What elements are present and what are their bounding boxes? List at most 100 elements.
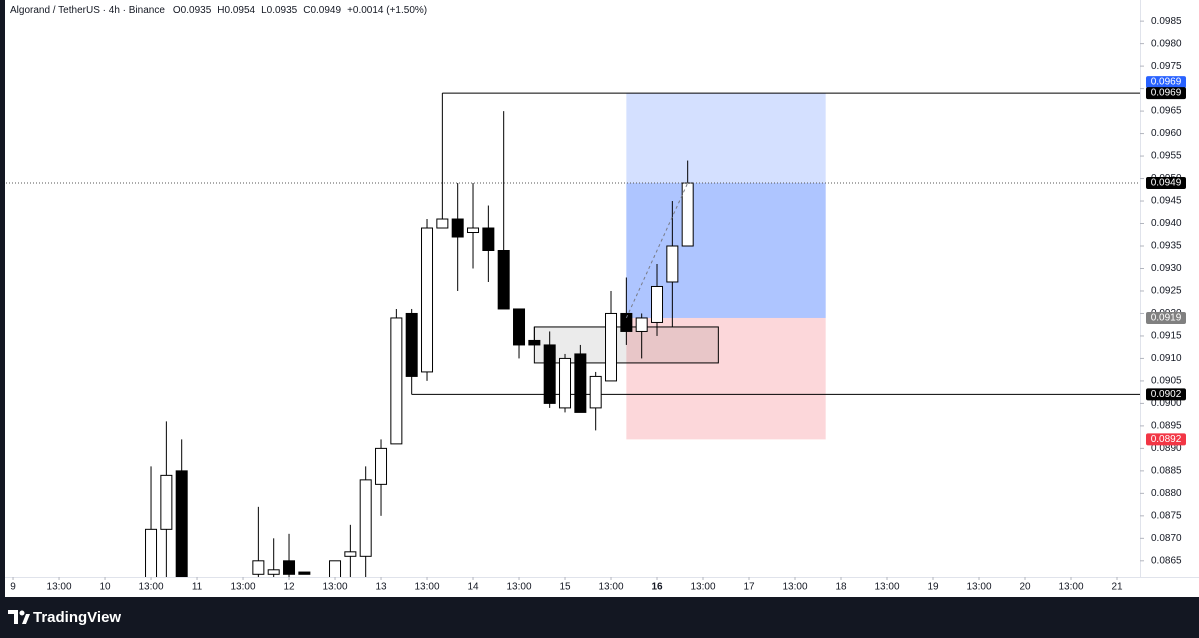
price-badge-label: 0.0969: [1151, 88, 1182, 99]
trade-line: [625, 182, 689, 319]
x-tick-label: 9: [10, 582, 16, 593]
header: Algorand / TetherUS · 4h · Binance O0.093…: [10, 5, 427, 16]
logo: [8, 610, 30, 624]
price-badge-label: 0.0949: [1151, 178, 1182, 189]
x-tick-label: 19: [927, 582, 939, 593]
x-tick-label: 13:00: [139, 582, 164, 593]
y-tick-label: 0.0870: [1151, 533, 1182, 544]
y-tick-label: 0.0910: [1151, 353, 1182, 364]
price-badge-label: 0.0892: [1151, 434, 1182, 445]
y-tick-label: 0.0930: [1151, 263, 1182, 274]
candle-body: [666, 245, 679, 283]
candle-body: [329, 560, 342, 577]
candle-body: [574, 353, 587, 413]
x-tick-label: 13:00: [47, 582, 72, 593]
price-badge: [1146, 311, 1186, 324]
candle-body: [528, 339, 541, 346]
x-tick-label: 12: [283, 582, 295, 593]
candle-body: [559, 357, 572, 409]
price-badge: [1146, 433, 1186, 446]
x-tick-label: 14: [467, 582, 479, 593]
x-tick-label: 21: [1111, 582, 1123, 593]
candle-body: [467, 227, 480, 234]
y-tick-label: 0.0935: [1151, 241, 1182, 252]
profit-zone: [626, 93, 826, 318]
candle-body: [298, 571, 311, 575]
y-tick-label: 0.0940: [1151, 218, 1182, 229]
y-tick-label: 0.0975: [1151, 61, 1182, 72]
candle-body: [635, 317, 648, 332]
candle-body: [252, 560, 265, 575]
candle-body: [390, 317, 403, 445]
candle-body: [482, 227, 495, 251]
y-tick-label: 0.0900: [1151, 398, 1182, 409]
candle-body: [359, 479, 372, 557]
symbol: Algorand / TetherUS · 4h · Binance: [10, 5, 165, 16]
candle-body: [344, 551, 357, 557]
x-tick-label: 13: [375, 582, 387, 593]
candle-body: [620, 312, 633, 332]
x-tick-label: 13:00: [966, 582, 991, 593]
candle-body: [175, 470, 188, 577]
x-tick-label: 13:00: [690, 582, 715, 593]
y-tick-label: 0.0945: [1151, 196, 1182, 207]
brand[interactable]: TradingView: [33, 609, 121, 626]
candle-body: [589, 375, 602, 409]
y-tick-label: 0.0985: [1151, 16, 1182, 27]
y-tick-label: 0.0865: [1151, 555, 1182, 566]
x-tick-label: 13:00: [415, 582, 440, 593]
candle-body: [160, 474, 173, 530]
price-badge-label: 0.0902: [1151, 389, 1182, 400]
price-badge-label: 0.0919: [1151, 313, 1182, 324]
y-tick-label: 0.0905: [1151, 376, 1182, 387]
y-tick-label: 0.0890: [1151, 443, 1182, 454]
candle-body: [513, 308, 526, 346]
y-tick-label: 0.0925: [1151, 286, 1182, 297]
x-tick-label: 13:00: [323, 582, 348, 593]
x-tick-label: 11: [192, 582, 203, 593]
y-tick-label: 0.0895: [1151, 421, 1182, 432]
x-tick-label: 17: [743, 582, 755, 593]
price-badge: [1146, 388, 1186, 401]
x-tick-label: 16: [651, 582, 663, 593]
price-badge: [1146, 76, 1186, 89]
x-tick-label: 13:00: [507, 582, 532, 593]
x-tick-label: 13:00: [598, 582, 623, 593]
candle-body: [283, 560, 296, 575]
plot-area: [5, 92, 1140, 577]
y-tick-label: 0.0965: [1151, 106, 1182, 117]
y-tick-label: 0.0885: [1151, 466, 1182, 477]
high: H0.0954: [217, 5, 255, 16]
x-tick-label: 15: [559, 582, 571, 593]
candle-body: [543, 344, 556, 404]
y-tick-label: 0.0980: [1151, 38, 1182, 49]
y-tick-label: 0.0960: [1151, 128, 1182, 139]
x-tick-label: 13:00: [1058, 582, 1083, 593]
candle-body: [497, 249, 510, 310]
candle-body: [605, 312, 618, 382]
low: L0.0935: [261, 5, 298, 16]
candle-body: [651, 285, 664, 323]
x-tick-label: 18: [835, 582, 847, 593]
x-tick-label: 13:00: [874, 582, 899, 593]
price-badge: [1146, 177, 1186, 190]
y-tick-label: 0.0915: [1151, 331, 1182, 342]
candle-body: [405, 312, 418, 377]
stop-zone: [626, 317, 826, 440]
x-tick-label: 13:00: [231, 582, 256, 593]
change: +0.0014 (+1.50%): [347, 5, 427, 16]
candle-body: [436, 218, 449, 229]
x-tick-label: 10: [99, 582, 111, 593]
axes: 0.08650.08700.08750.08800.08850.08900.08…: [10, 16, 1186, 593]
candle-body: [375, 447, 388, 485]
x-tick-label: 20: [1019, 582, 1031, 593]
y-tick-label: 0.0880: [1151, 488, 1182, 499]
candle-body: [145, 528, 158, 577]
candle-body: [421, 227, 434, 373]
footer: [0, 597, 1199, 638]
candle-body: [267, 569, 280, 575]
candle-body: [451, 218, 464, 238]
